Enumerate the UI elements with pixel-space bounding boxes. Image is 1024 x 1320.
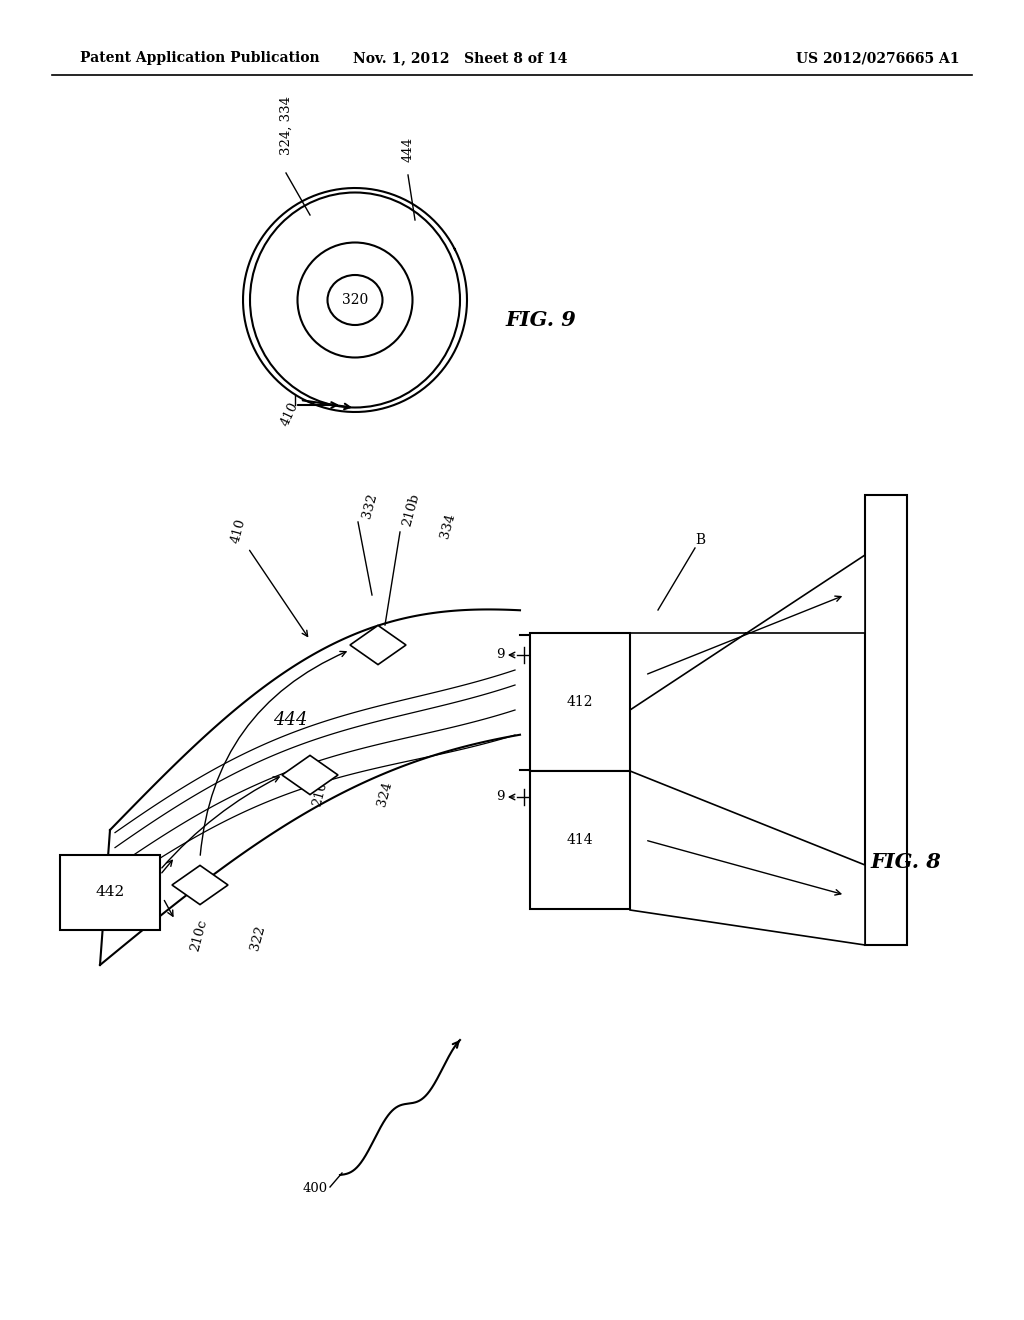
Text: 444: 444 [272,711,307,729]
Text: US 2012/0276665 A1: US 2012/0276665 A1 [797,51,961,65]
Text: B: B [695,533,706,546]
Text: 334: 334 [438,512,457,540]
Text: 400: 400 [303,1181,328,1195]
Text: FIG. 9: FIG. 9 [505,310,575,330]
Text: 210a: 210a [310,772,331,808]
Text: 210b: 210b [400,492,421,528]
Bar [60,855,160,931]
Text: 332: 332 [360,492,379,520]
Polygon shape [172,866,228,904]
Text: 442: 442 [95,884,125,899]
Text: FIG. 8: FIG. 8 [870,851,941,873]
Text: 9: 9 [497,648,505,661]
Text: 324, 334: 324, 334 [280,96,293,154]
Text: 414: 414 [566,833,593,847]
Text: Patent Application Publication: Patent Application Publication [80,51,319,65]
Bar [530,771,630,909]
Polygon shape [350,626,406,664]
Text: 210c: 210c [188,917,209,953]
Text: Nov. 1, 2012   Sheet 8 of 14: Nov. 1, 2012 Sheet 8 of 14 [353,51,567,65]
Bar [865,495,907,945]
Text: 410: 410 [278,400,300,428]
Text: 410: 410 [229,517,248,545]
Text: 324: 324 [375,780,394,808]
Polygon shape [282,755,338,795]
Text: 322: 322 [248,924,267,952]
Polygon shape [630,771,865,945]
Text: L: L [558,825,567,840]
Polygon shape [630,554,865,710]
Text: 444: 444 [401,137,415,162]
Text: 320: 320 [342,293,368,308]
Bar [530,634,630,771]
Text: 412: 412 [566,696,593,709]
Text: 9: 9 [497,791,505,804]
